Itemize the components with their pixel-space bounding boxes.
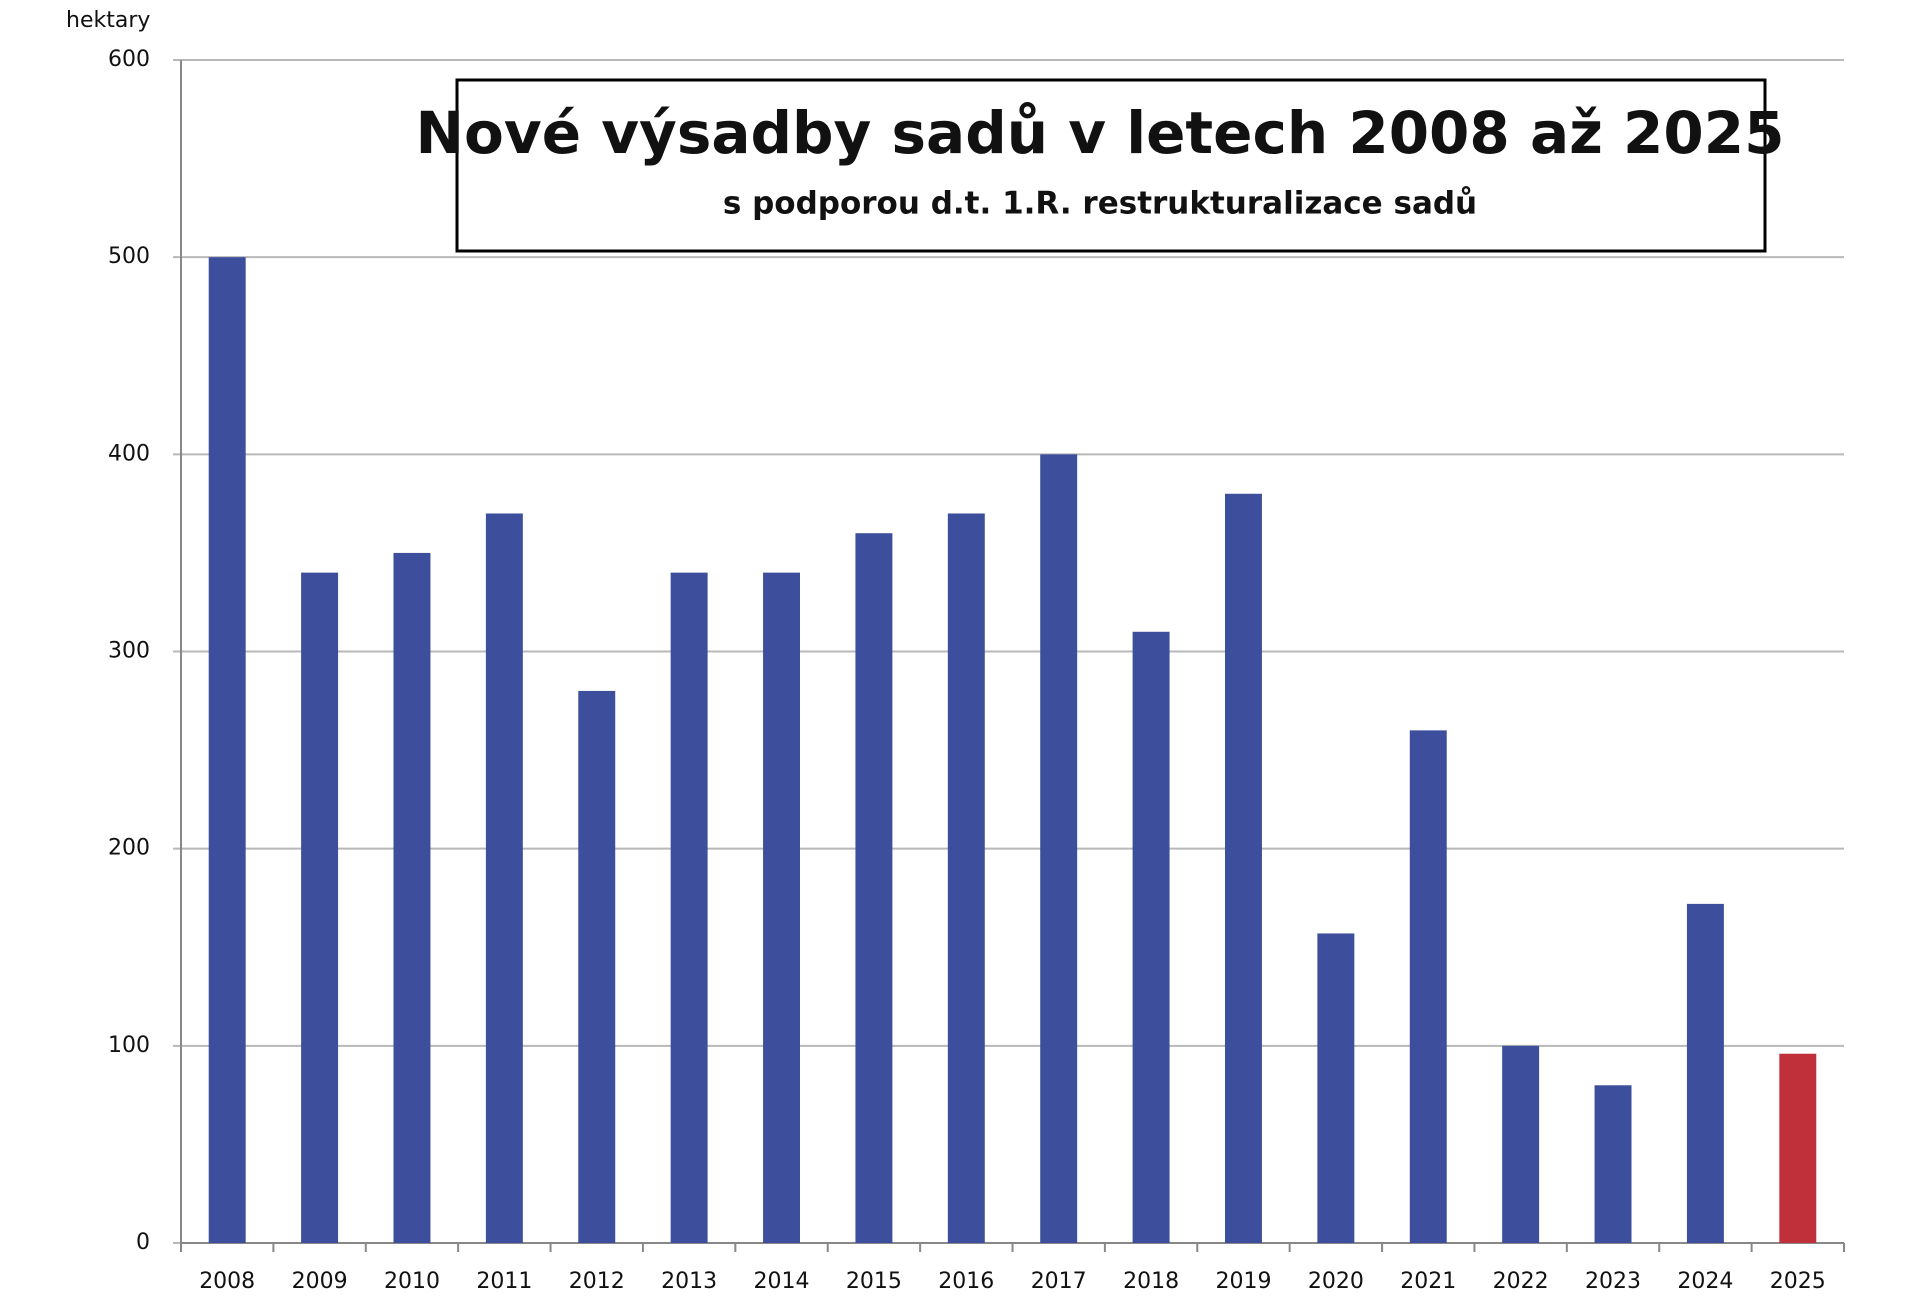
x-tick-label: 2018 xyxy=(1123,1269,1179,1294)
title-box xyxy=(455,78,1767,253)
y-axis-label: hektary xyxy=(66,8,150,33)
x-tick-label: 2011 xyxy=(476,1269,532,1294)
bar xyxy=(670,572,708,1243)
bar xyxy=(208,257,246,1244)
y-tick-label: 400 xyxy=(108,441,150,466)
bar xyxy=(301,572,339,1243)
chart-title: Nové výsadby sadů v letech 2008 až 2025 xyxy=(416,99,1785,167)
bar xyxy=(1594,1085,1632,1243)
x-tick-label: 2010 xyxy=(384,1269,440,1294)
bar xyxy=(1779,1053,1817,1243)
x-tick-label: 2021 xyxy=(1400,1269,1456,1294)
y-tick-label: 500 xyxy=(108,244,150,269)
bar xyxy=(855,533,893,1243)
x-tick-label: 2017 xyxy=(1031,1269,1087,1294)
x-tick-label: 2024 xyxy=(1677,1269,1733,1294)
y-tick-label: 600 xyxy=(108,47,150,72)
x-tick-label: 2009 xyxy=(292,1269,348,1294)
x-tick-label: 2008 xyxy=(199,1269,255,1294)
y-tick-label: 0 xyxy=(136,1230,150,1255)
x-tick-label: 2016 xyxy=(938,1269,994,1294)
x-tick-label: 2022 xyxy=(1493,1269,1549,1294)
bar xyxy=(1040,454,1078,1243)
x-tick-label: 2025 xyxy=(1770,1269,1826,1294)
y-tick-label: 200 xyxy=(108,836,150,861)
bar xyxy=(1317,933,1355,1243)
bar xyxy=(1409,730,1447,1243)
bar xyxy=(1132,631,1170,1243)
y-tick-label: 300 xyxy=(108,639,150,664)
bar xyxy=(1502,1045,1540,1243)
x-tick-label: 2023 xyxy=(1585,1269,1641,1294)
y-tick-label: 100 xyxy=(108,1033,150,1058)
bar xyxy=(578,690,616,1243)
x-tick-label: 2020 xyxy=(1308,1269,1364,1294)
x-tick-label: 2012 xyxy=(569,1269,625,1294)
x-tick-label: 2014 xyxy=(754,1269,810,1294)
bar xyxy=(1224,493,1262,1243)
bar xyxy=(393,552,431,1243)
bar xyxy=(763,572,801,1243)
x-tick-label: 2013 xyxy=(661,1269,717,1294)
x-tick-label: 2019 xyxy=(1215,1269,1271,1294)
bar xyxy=(947,513,985,1243)
x-tick-label: 2015 xyxy=(846,1269,902,1294)
bar xyxy=(485,513,523,1243)
bar xyxy=(1686,903,1724,1243)
chart-subtitle: s podporou d.t. 1.R. restrukturalizace s… xyxy=(723,186,1477,222)
